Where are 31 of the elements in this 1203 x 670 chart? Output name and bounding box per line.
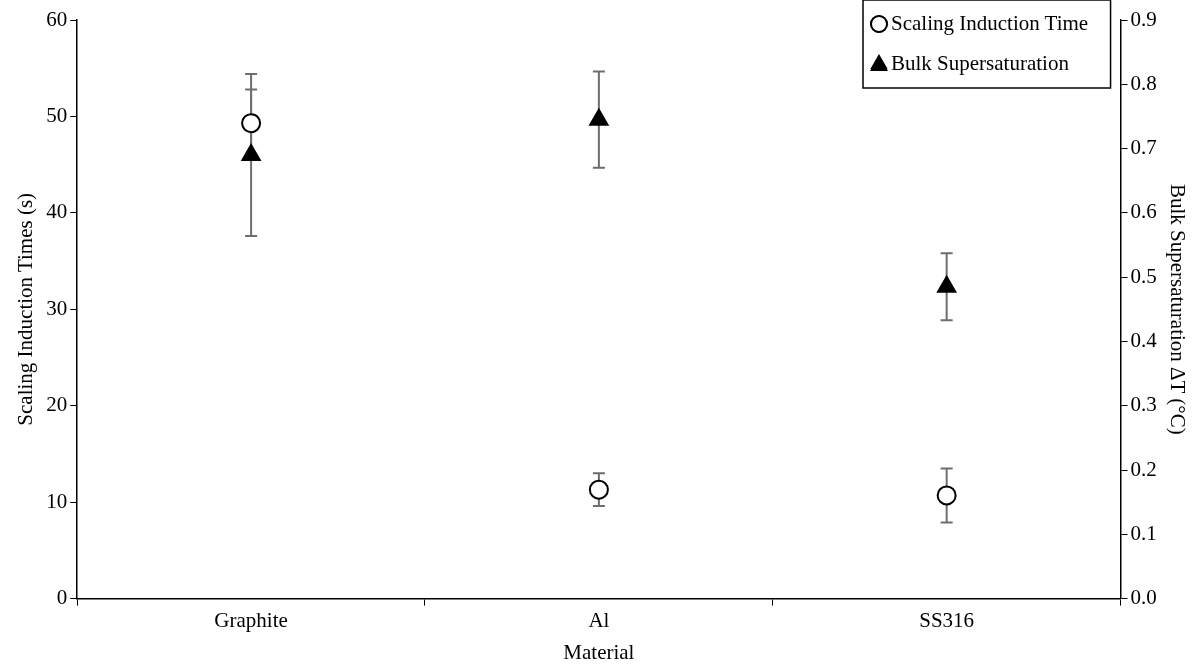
- y2-tick-label: 0.0: [1130, 585, 1157, 610]
- y2-tick-label: 0.2: [1130, 456, 1157, 481]
- point: [936, 485, 957, 506]
- y-tick-label: 20: [46, 392, 68, 417]
- point: [589, 108, 609, 126]
- point: [588, 479, 609, 500]
- y-tick-label: 10: [46, 488, 68, 513]
- legend-label: Bulk Supersaturation: [891, 50, 1070, 75]
- y-axis-title: Scaling Induction Times (s): [13, 192, 38, 426]
- y2-tick-label: 0.1: [1130, 520, 1157, 545]
- y-tick-label: 60: [46, 6, 68, 31]
- x-tick-label: Al: [588, 607, 610, 632]
- point: [241, 113, 262, 134]
- point: [241, 144, 261, 162]
- y-tick-label: 0: [56, 585, 68, 610]
- y2-tick-label: 0.4: [1130, 327, 1158, 352]
- legend-label: Scaling Induction Time: [891, 10, 1089, 35]
- x-tick-label: SS316: [919, 607, 975, 632]
- y2-tick-label: 0.5: [1130, 263, 1157, 288]
- y2-tick-label: 0.3: [1130, 392, 1157, 417]
- y-tick-label: 50: [46, 102, 68, 127]
- y2-tick-label: 0.8: [1130, 70, 1157, 95]
- y2-axis-title: Bulk Supersaturation ΔT (°C): [1165, 183, 1190, 435]
- y2-tick-label: 0.7: [1130, 135, 1157, 160]
- y-tick-label: 30: [46, 295, 68, 320]
- y-tick-label: 40: [46, 199, 68, 224]
- point: [937, 275, 957, 293]
- x-tick-label: Graphite: [214, 607, 288, 632]
- y2-tick-label: 0.6: [1130, 199, 1157, 224]
- x-axis-title: Material: [563, 639, 635, 664]
- y2-tick-label: 0.9: [1130, 6, 1157, 31]
